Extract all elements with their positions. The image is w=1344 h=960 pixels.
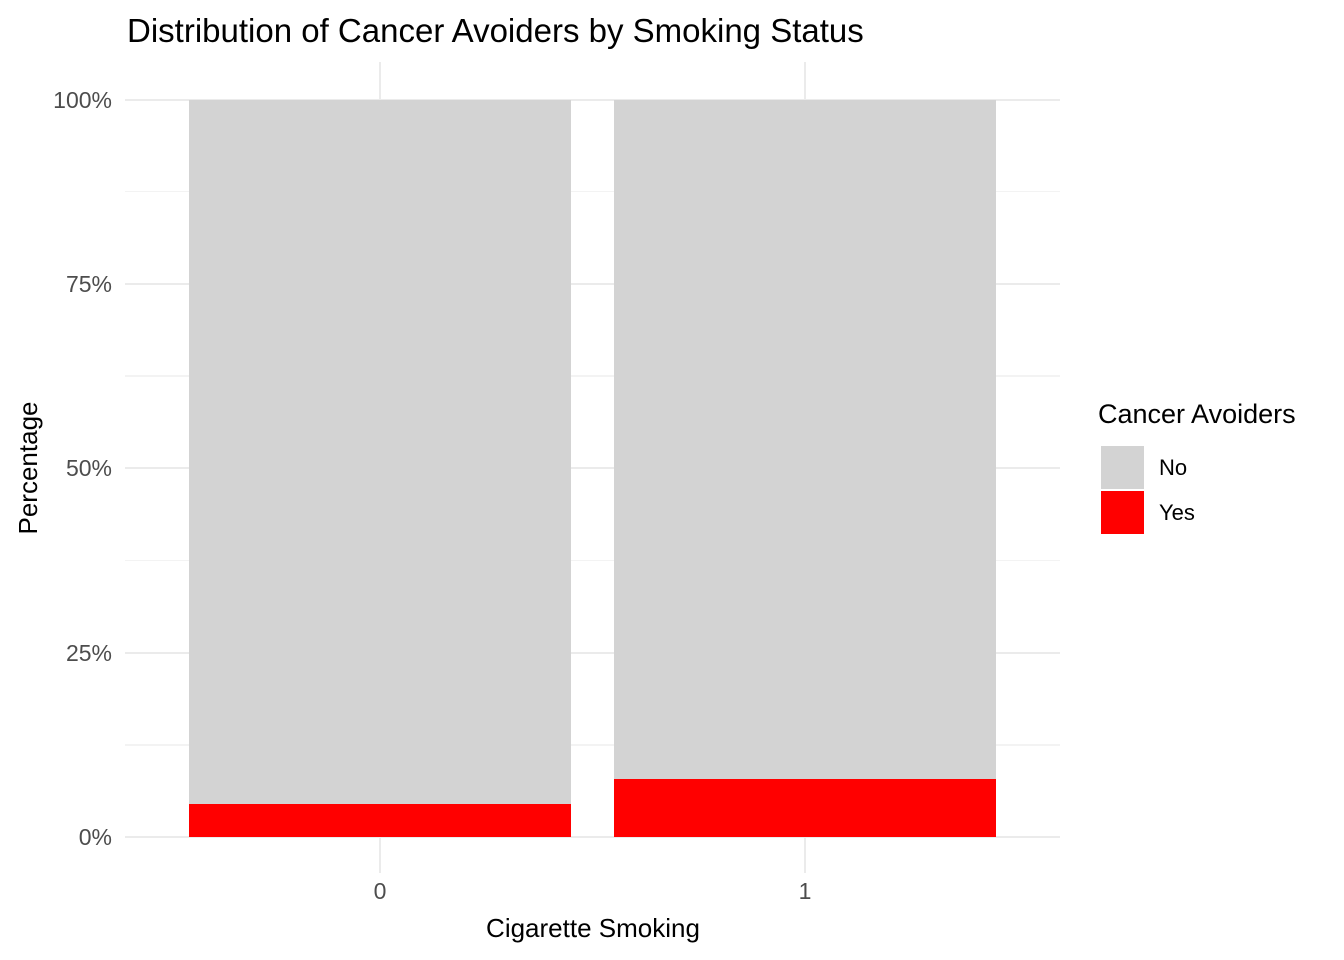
x-tick-label-1: 1 (798, 878, 812, 904)
bar-segment-yes-0 (188, 803, 572, 837)
gridline-major (125, 98, 1060, 101)
gridline-major (125, 651, 1060, 654)
legend-item-yes: Yes (1098, 491, 1296, 534)
x-axis-title: Cigarette Smoking (486, 913, 700, 943)
legend-label-no: No (1159, 454, 1188, 480)
y-tick-label-50: 50% (65, 455, 112, 482)
legend-items: No Yes (1098, 446, 1296, 534)
bar-segment-no-0 (188, 99, 572, 804)
y-tick-label-25: 25% (65, 639, 112, 666)
legend-swatch-yes-icon (1101, 491, 1144, 534)
y-tick-label-100: 100% (53, 86, 112, 113)
gridline-minor (125, 190, 1060, 193)
y-tick-label-75: 75% (65, 270, 112, 297)
gridline-major (125, 836, 1060, 838)
legend-item-no: No (1098, 446, 1296, 489)
gridline-minor (125, 375, 1060, 377)
bar-segment-no-1 (613, 99, 997, 779)
legend-label-yes: Yes (1159, 499, 1195, 525)
legend-title: Cancer Avoiders (1098, 399, 1296, 429)
legend-swatch-no-icon (1101, 446, 1144, 489)
gridline-minor (125, 744, 1060, 746)
plot-panel (125, 62, 1060, 873)
legend: Cancer Avoiders No Yes (1098, 398, 1296, 536)
gridline-major (125, 282, 1060, 285)
chart-title: Distribution of Cancer Avoiders by Smoki… (127, 12, 864, 49)
y-tick-label-0: 0% (78, 824, 112, 850)
x-tick-label-0: 0 (373, 878, 387, 904)
gridline-minor (125, 559, 1060, 562)
bar-segment-yes-1 (613, 778, 997, 837)
gridline-major (125, 467, 1060, 470)
y-axis-title: Percentage (13, 401, 43, 535)
